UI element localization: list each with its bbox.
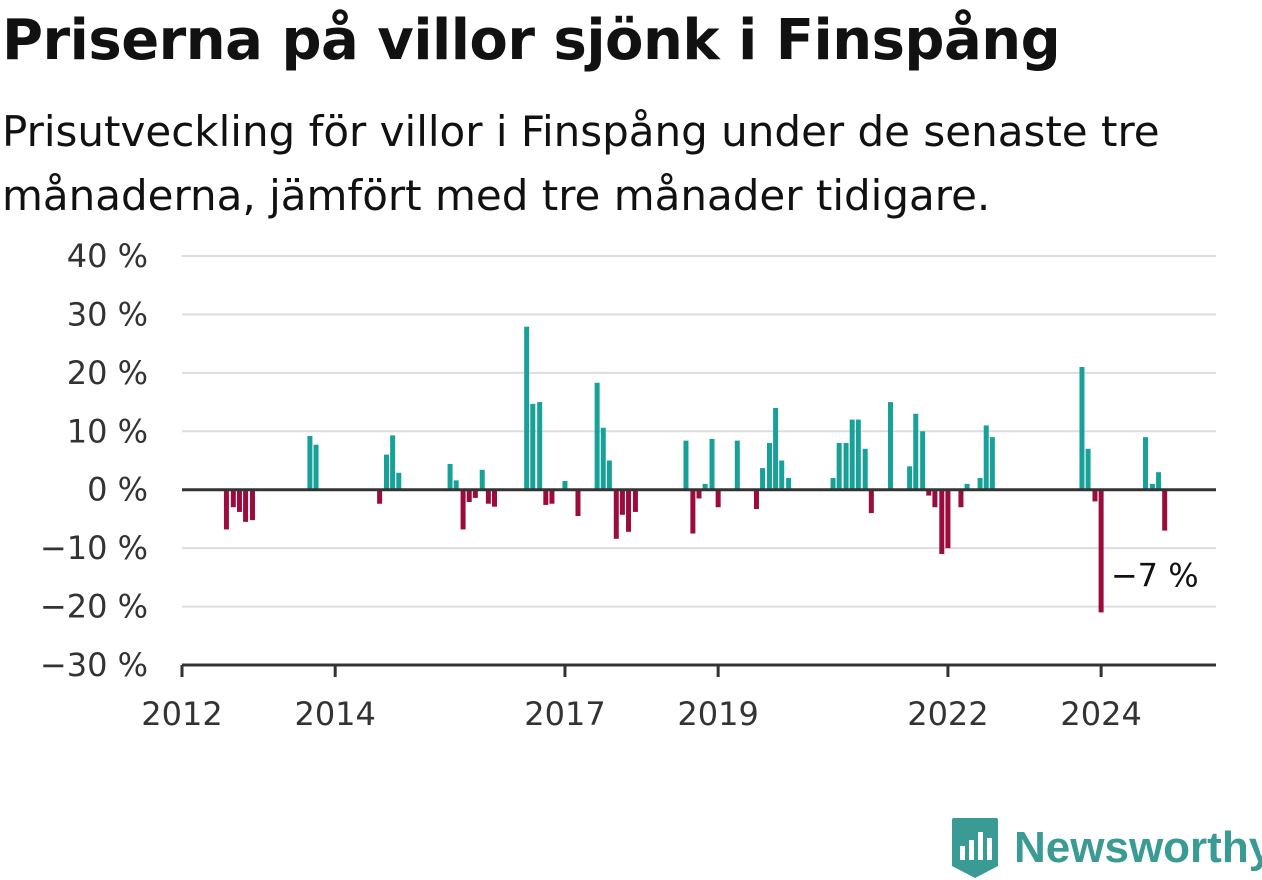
bar <box>243 489 249 522</box>
bar <box>907 466 913 490</box>
y-axis-labels: 40 % 30 % 20 % 10 % 0 % −10 % −20 % −30 % <box>40 237 148 684</box>
bar <box>786 478 792 490</box>
bar <box>983 425 989 490</box>
bar <box>753 489 759 509</box>
bar <box>836 442 842 490</box>
bar <box>977 478 983 490</box>
bar <box>766 442 772 490</box>
bar <box>773 407 779 490</box>
bar <box>926 489 932 496</box>
bar <box>855 419 861 490</box>
bar <box>313 444 319 490</box>
bar <box>632 489 638 512</box>
bar <box>945 489 951 549</box>
bar <box>830 478 836 490</box>
bar <box>491 489 497 507</box>
y-tick-label: 20 % <box>67 354 148 392</box>
bar <box>472 489 478 498</box>
bar <box>1162 489 1168 531</box>
brand-name: Newsworthy <box>1014 823 1262 872</box>
bar <box>453 480 459 490</box>
bar <box>849 419 855 490</box>
bar <box>619 489 625 515</box>
y-tick-label: −10 % <box>40 529 148 567</box>
x-tick-label: 2019 <box>677 695 758 733</box>
bar <box>530 403 536 490</box>
bar <box>384 454 390 490</box>
bar <box>626 489 632 532</box>
bar <box>594 382 600 490</box>
bar <box>485 489 491 504</box>
bar <box>683 440 689 490</box>
bar <box>709 438 715 490</box>
bar <box>1085 448 1091 490</box>
last-value-annotation: −7 % <box>1111 557 1199 595</box>
grid-lines <box>182 255 1216 608</box>
bar <box>702 483 708 490</box>
bar <box>939 489 945 554</box>
bar <box>958 489 964 508</box>
x-tick-label: 2014 <box>294 695 375 733</box>
bar <box>868 489 874 514</box>
y-tick-label: −20 % <box>40 588 148 626</box>
bar <box>223 489 229 530</box>
bar <box>1092 489 1098 502</box>
y-tick-label: 40 % <box>67 237 148 275</box>
bar <box>1156 472 1162 490</box>
bar <box>377 489 383 504</box>
x-tick-label: 2017 <box>524 695 605 733</box>
bar <box>549 489 555 504</box>
bar <box>307 435 313 490</box>
bar <box>390 435 396 490</box>
brand: Newsworthy <box>950 816 1262 880</box>
bar <box>466 489 472 502</box>
bar <box>734 440 740 490</box>
bar <box>843 442 849 490</box>
y-tick-label: −30 % <box>40 646 148 684</box>
bar <box>460 489 466 530</box>
bar <box>1143 437 1149 490</box>
bar <box>606 460 612 490</box>
x-tick-label: 2024 <box>1060 695 1141 733</box>
y-tick-label: 10 % <box>67 412 148 450</box>
bar <box>562 480 568 490</box>
chart-subtitle: Prisutveckling för villor i Finspång und… <box>2 107 1160 220</box>
bar <box>479 469 485 490</box>
bar <box>1149 483 1155 490</box>
bar <box>543 489 549 505</box>
bar <box>862 448 868 490</box>
bar <box>613 489 619 539</box>
bars <box>223 326 1168 613</box>
bar <box>779 460 785 490</box>
bar <box>575 489 581 517</box>
bar <box>715 489 721 508</box>
bar <box>760 468 766 490</box>
bar <box>230 489 236 508</box>
bar <box>1098 489 1104 613</box>
y-tick-label: 30 % <box>67 295 148 333</box>
bar <box>989 437 995 490</box>
bar <box>537 402 543 490</box>
x-tick-label: 2022 <box>907 695 988 733</box>
bar <box>447 464 453 490</box>
x-axis-ticks: 2012 2014 2017 2019 2022 2024 <box>141 665 1142 733</box>
bar <box>932 489 938 508</box>
bar <box>696 489 702 499</box>
bar <box>690 489 696 534</box>
x-tick-label: 2012 <box>141 695 222 733</box>
bar <box>600 427 606 490</box>
bar <box>913 413 919 490</box>
y-tick-label: 0 % <box>87 471 148 509</box>
bar <box>249 489 255 521</box>
chart-title: Priserna på villor sjönk i Finspång <box>2 8 1061 73</box>
bar <box>920 431 926 490</box>
bar <box>524 326 530 490</box>
bar <box>236 489 242 512</box>
bar <box>964 483 970 490</box>
newsworthy-logo-icon <box>952 818 998 878</box>
bar <box>1079 367 1085 490</box>
bar <box>396 472 402 490</box>
bar <box>887 402 893 490</box>
